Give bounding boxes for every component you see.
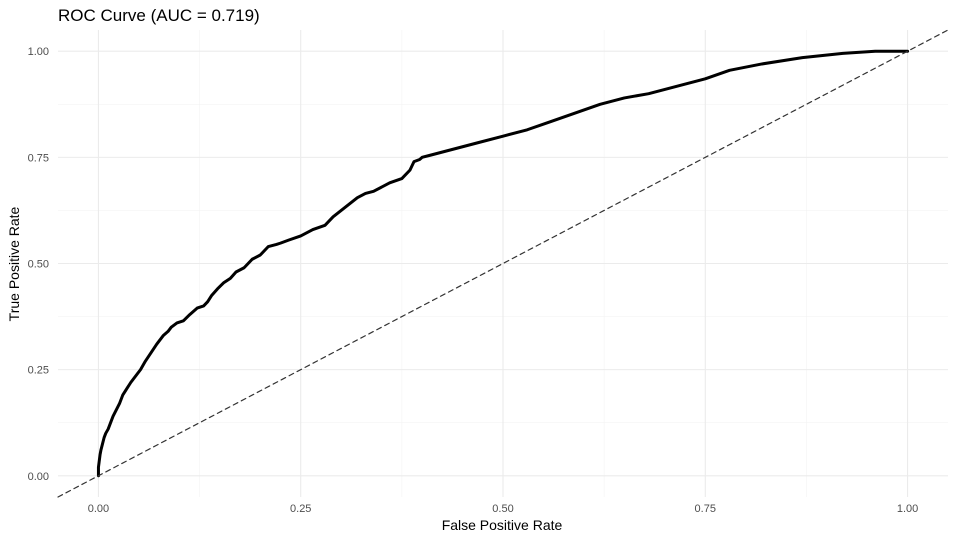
- x-tick-label: 0.75: [695, 503, 716, 515]
- roc-curve-line: [96, 49, 910, 478]
- x-tick-label: 1.00: [897, 503, 918, 515]
- y-tick-label: 0.25: [28, 365, 49, 377]
- y-tick-label: 0.50: [28, 259, 49, 271]
- chart-title: ROC Curve (AUC = 0.719): [58, 6, 260, 25]
- x-tick-label: 0.25: [290, 503, 311, 515]
- y-tick-label: 0.00: [28, 471, 49, 483]
- series-lines: [57, 29, 949, 498]
- grid: [58, 30, 948, 497]
- x-tick-label: 0.50: [492, 503, 513, 515]
- y-tick-label: 0.75: [28, 152, 49, 164]
- tick-labels: 0.00 0.25 0.50 0.75 1.00 0.00 0.25 0.50 0.75 1.00: [28, 46, 919, 515]
- x-tick-label: 0.00: [88, 503, 109, 515]
- y-tick-label: 1.00: [28, 46, 49, 58]
- x-axis-title: False Positive Rate: [442, 517, 563, 533]
- y-axis-title: True Positive Rate: [6, 206, 22, 321]
- reference-diagonal-line: [57, 29, 949, 498]
